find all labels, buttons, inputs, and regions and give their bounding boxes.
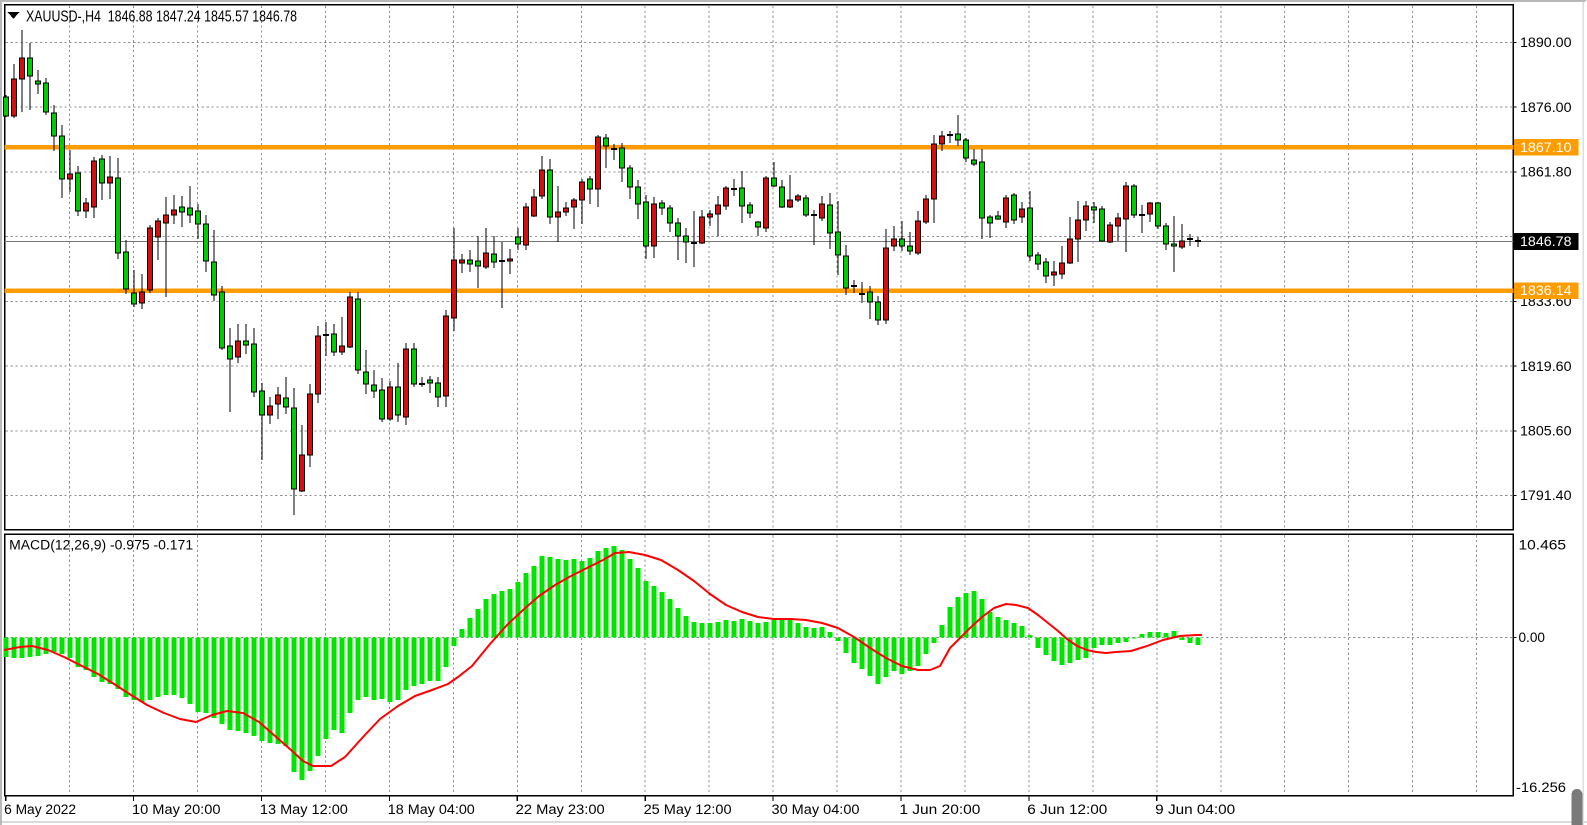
svg-text:1805.60: 1805.60 — [1520, 424, 1572, 439]
svg-text:0.00: 0.00 — [1519, 630, 1546, 645]
svg-text:10.465: 10.465 — [1519, 537, 1567, 552]
svg-text:6 Jun 12:00: 6 Jun 12:00 — [1027, 802, 1107, 817]
svg-text:1 Jun 20:00: 1 Jun 20:00 — [899, 802, 980, 817]
svg-text:18 May 04:00: 18 May 04:00 — [388, 802, 475, 817]
svg-text:1819.60: 1819.60 — [1520, 359, 1572, 374]
svg-text:1867.10: 1867.10 — [1520, 140, 1572, 155]
svg-text:9 Jun 04:00: 9 Jun 04:00 — [1155, 802, 1235, 817]
svg-text:6 May 2022: 6 May 2022 — [4, 802, 76, 817]
svg-text:10 May 20:00: 10 May 20:00 — [132, 802, 221, 817]
svg-text:-16.256: -16.256 — [1516, 780, 1566, 795]
svg-text:1846.78: 1846.78 — [1520, 234, 1572, 249]
svg-text:XAUUSD-,H4 1846.88 1847.24 18: XAUUSD-,H4 1846.88 1847.24 1845.57 1846.… — [26, 8, 297, 25]
svg-text:30 May 04:00: 30 May 04:00 — [772, 802, 860, 817]
svg-text:1890.00: 1890.00 — [1520, 35, 1572, 50]
svg-text:22 May 23:00: 22 May 23:00 — [516, 802, 605, 817]
svg-text:1876.00: 1876.00 — [1520, 100, 1572, 115]
svg-text:1836.14: 1836.14 — [1520, 283, 1572, 298]
svg-text:1861.80: 1861.80 — [1520, 165, 1572, 180]
svg-text:1791.40: 1791.40 — [1520, 488, 1572, 503]
svg-text:MACD(12,26,9) -0.975 -0.171: MACD(12,26,9) -0.975 -0.171 — [9, 537, 193, 552]
svg-text:13 May 12:00: 13 May 12:00 — [260, 802, 348, 817]
svg-text:25 May 12:00: 25 May 12:00 — [644, 802, 732, 817]
